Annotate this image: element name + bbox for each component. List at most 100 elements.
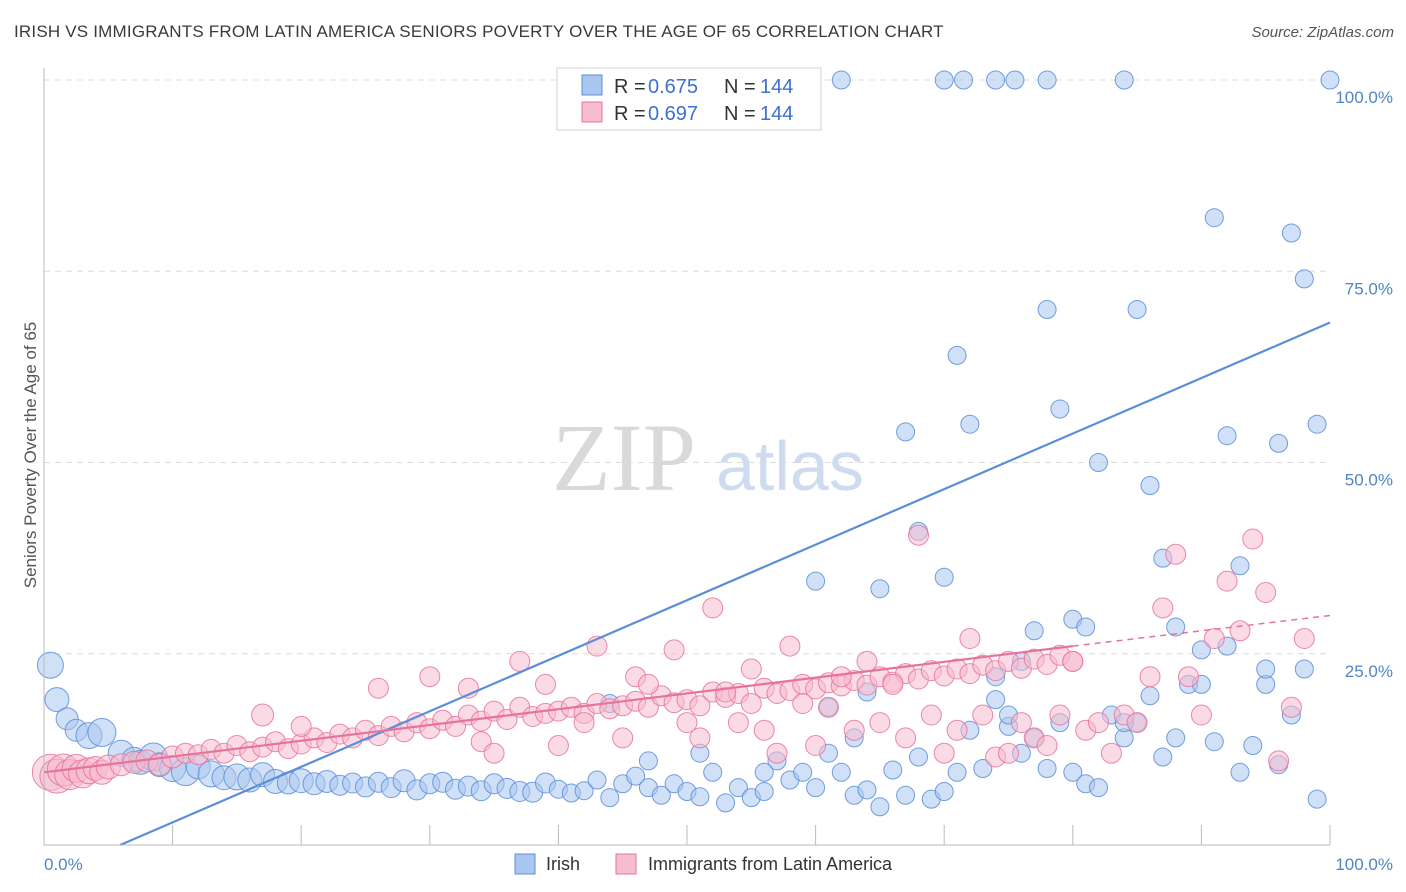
legend-swatch-irish [581, 74, 603, 96]
irish-point [934, 567, 954, 587]
irish-point [954, 70, 973, 90]
irish-point [1005, 70, 1025, 90]
latin-point [727, 712, 749, 734]
irish-point [36, 651, 64, 679]
watermark-atlas: atlas [716, 427, 864, 505]
bottom-legend-swatch-latin [615, 853, 637, 875]
irish-point [587, 770, 607, 790]
latin-point [1062, 650, 1084, 672]
irish-point [1153, 747, 1173, 767]
latin-point [959, 628, 981, 649]
latin-point [920, 704, 942, 726]
latin-point [689, 727, 711, 749]
irish-point [806, 571, 826, 591]
y-axis-label: Seniors Poverty Over the Age of 65 [21, 322, 40, 588]
latin-point [1165, 543, 1187, 565]
irish-point [793, 762, 813, 782]
irish-point [1089, 453, 1108, 472]
irish-point [1191, 640, 1211, 660]
irish-point [1063, 762, 1083, 782]
irish-point [883, 760, 903, 780]
latin-point [869, 712, 891, 734]
x-tick-label-min: 0.0% [44, 855, 83, 874]
latin-point [251, 703, 275, 727]
irish-point [1256, 659, 1276, 679]
irish-point [638, 751, 658, 771]
latin-point [676, 712, 698, 734]
irish-point [1076, 617, 1096, 637]
latin-point [740, 693, 762, 714]
latin-trend-line [43, 645, 1073, 774]
irish-point [806, 778, 826, 798]
irish-point [1037, 70, 1057, 90]
irish-point [1166, 617, 1186, 637]
latin-point [702, 597, 724, 619]
irish-point [1037, 759, 1057, 778]
grid: 25.0% 50.0% 75.0% 100.0% [44, 79, 1393, 681]
latin-point [998, 742, 1019, 764]
irish-point [1166, 728, 1186, 748]
y-tick-label: 50.0% [1345, 471, 1393, 490]
irish-point [1089, 778, 1108, 798]
latin-point [1152, 597, 1174, 619]
latin-point [1293, 628, 1315, 649]
latin-point [535, 673, 556, 695]
irish-point [960, 414, 980, 434]
latin-point [933, 742, 955, 764]
irish-point [754, 782, 774, 801]
x-tick-label-max: 100.0% [1335, 855, 1393, 874]
latin-point [573, 712, 595, 734]
irish-point [1243, 736, 1263, 755]
irish-point [1217, 426, 1237, 446]
irish-point [1114, 70, 1134, 90]
latin-point [882, 673, 904, 695]
legend-swatch-latin [581, 101, 603, 123]
irish-point [1320, 70, 1340, 90]
latin-point [843, 719, 865, 741]
latin-point [1088, 712, 1109, 734]
latin-point [419, 666, 441, 688]
irish-point [728, 778, 748, 798]
latin-point [663, 639, 685, 661]
latin-point [1242, 528, 1264, 550]
latin-point [1126, 712, 1148, 734]
legend-n-value-irish: 144 [760, 76, 793, 98]
latin-point [792, 693, 814, 714]
legend-r-label-irish: R = [614, 76, 646, 98]
latin-point [612, 727, 634, 749]
irish-point [1204, 208, 1224, 228]
legend: R = 0.675 N = 144 R = 0.697 N = 144 [556, 67, 822, 131]
irish-point [626, 766, 646, 786]
irish-point [947, 345, 967, 365]
irish-point [973, 759, 993, 778]
irish-point [600, 788, 620, 808]
latin-point [1268, 750, 1290, 772]
latin-points [31, 524, 1315, 794]
irish-point [1269, 433, 1289, 453]
trend-lines [43, 321, 1331, 847]
latin-point [290, 715, 312, 737]
latin-point [1203, 628, 1225, 649]
irish-point [754, 762, 774, 782]
latin-point [895, 727, 917, 749]
latin-point [972, 704, 994, 726]
legend-r-value-latin: 0.697 [648, 103, 698, 125]
irish-point [87, 718, 117, 747]
irish-point [1307, 789, 1327, 809]
irish-point [716, 793, 736, 813]
irish-point [1050, 399, 1070, 419]
watermark-zip: ZIP [552, 404, 696, 511]
latin-point [1139, 666, 1161, 688]
irish-point [947, 762, 967, 782]
irish-point [909, 747, 928, 767]
y-tick-label: 100.0% [1335, 88, 1393, 107]
latin-point [1049, 704, 1071, 726]
irish-point [1127, 300, 1147, 319]
legend-n-label-irish: N = [724, 76, 756, 98]
irish-point [1024, 621, 1044, 641]
irish-point [651, 785, 671, 805]
irish-point [1204, 732, 1224, 752]
watermark: ZIP atlas [552, 404, 864, 511]
irish-point [831, 762, 851, 782]
